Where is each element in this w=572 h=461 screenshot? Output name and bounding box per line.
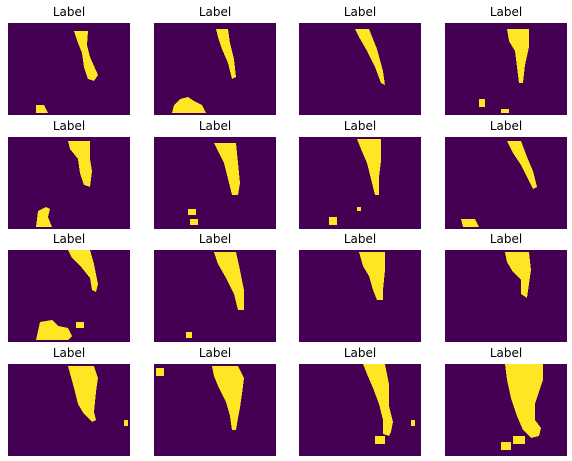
label-mask-image <box>299 364 421 456</box>
mask-background <box>445 364 567 456</box>
mask-region <box>124 420 128 426</box>
mask-region <box>411 420 415 426</box>
panel-title: Label <box>489 232 523 246</box>
label-panel: Label <box>8 345 130 456</box>
panel-title: Label <box>489 5 523 19</box>
label-panel: Label <box>445 4 567 115</box>
mask-region <box>36 320 72 340</box>
label-panel: Label <box>8 118 130 229</box>
mask-region <box>172 97 206 113</box>
panel-title: Label <box>52 232 86 246</box>
panel-title: Label <box>198 119 232 133</box>
mask-background <box>154 250 276 342</box>
mask-background <box>154 364 276 456</box>
mask-region <box>68 250 98 292</box>
mask-region <box>357 139 381 195</box>
mask-region <box>212 366 244 430</box>
panel-title: Label <box>343 232 377 246</box>
mask-background <box>154 23 276 115</box>
panel-title: Label <box>198 232 232 246</box>
label-panel: Label <box>445 231 567 342</box>
label-panel: Label <box>445 345 567 456</box>
mask-region <box>507 29 529 83</box>
label-mask-image <box>8 250 130 342</box>
label-panel: Label <box>299 345 421 456</box>
mask-region <box>36 105 48 113</box>
mask-region <box>156 368 164 376</box>
mask-region <box>329 217 337 225</box>
mask-region <box>507 141 537 189</box>
label-mask-image <box>299 137 421 229</box>
mask-background <box>8 364 130 456</box>
label-mask-image <box>154 250 276 342</box>
mask-background <box>8 137 130 229</box>
mask-region <box>505 252 531 298</box>
panel-title: Label <box>198 346 232 360</box>
mask-region <box>216 29 236 79</box>
panel-title: Label <box>489 346 523 360</box>
label-mask-image <box>8 137 130 229</box>
label-mask-image <box>299 250 421 342</box>
label-panel: Label <box>299 4 421 115</box>
panel-title: Label <box>343 346 377 360</box>
label-mask-image <box>445 364 567 456</box>
mask-region <box>188 209 196 215</box>
label-panel: Label <box>8 231 130 342</box>
label-mask-image <box>154 23 276 115</box>
label-panel: Label <box>8 4 130 115</box>
mask-region <box>513 436 525 444</box>
panel-title: Label <box>52 346 86 360</box>
panel-title: Label <box>52 119 86 133</box>
mask-background <box>8 250 130 342</box>
mask-region <box>357 207 361 211</box>
panel-title: Label <box>489 119 523 133</box>
panel-title: Label <box>198 5 232 19</box>
mask-region <box>214 143 240 195</box>
mask-background <box>445 23 567 115</box>
label-mask-image <box>154 137 276 229</box>
label-mask-image <box>445 23 567 115</box>
panel-title: Label <box>52 5 86 19</box>
mask-background <box>8 23 130 115</box>
label-panel: Label <box>154 345 276 456</box>
mask-region <box>68 141 92 187</box>
label-mask-image <box>154 364 276 456</box>
mask-background <box>299 364 421 456</box>
mask-region <box>461 219 479 227</box>
mask-background <box>299 137 421 229</box>
mask-region <box>363 364 393 436</box>
label-mask-image <box>8 364 130 456</box>
mask-region <box>190 219 198 225</box>
mask-region <box>214 252 244 310</box>
mask-region <box>479 99 485 107</box>
panel-title: Label <box>343 5 377 19</box>
mask-background <box>445 137 567 229</box>
mask-region <box>68 366 98 422</box>
label-mask-image <box>445 137 567 229</box>
label-mask-image <box>445 250 567 342</box>
mask-region <box>36 207 52 227</box>
mask-region <box>501 109 509 113</box>
panel-title: Label <box>343 119 377 133</box>
label-mask-image <box>8 23 130 115</box>
mask-region <box>74 31 98 81</box>
label-panel: Label <box>299 118 421 229</box>
label-panel: Label <box>445 118 567 229</box>
mask-background <box>299 250 421 342</box>
mask-region <box>501 442 511 450</box>
mask-region <box>375 436 385 444</box>
mask-region <box>355 29 385 85</box>
mask-background <box>445 250 567 342</box>
mask-region <box>186 332 192 338</box>
label-mask-image <box>299 23 421 115</box>
label-panel: Label <box>299 231 421 342</box>
mask-region <box>359 252 385 300</box>
label-panel: Label <box>154 4 276 115</box>
mask-region <box>76 322 84 328</box>
mask-region <box>505 364 543 438</box>
mask-background <box>154 137 276 229</box>
label-panel: Label <box>154 118 276 229</box>
label-panel: Label <box>154 231 276 342</box>
